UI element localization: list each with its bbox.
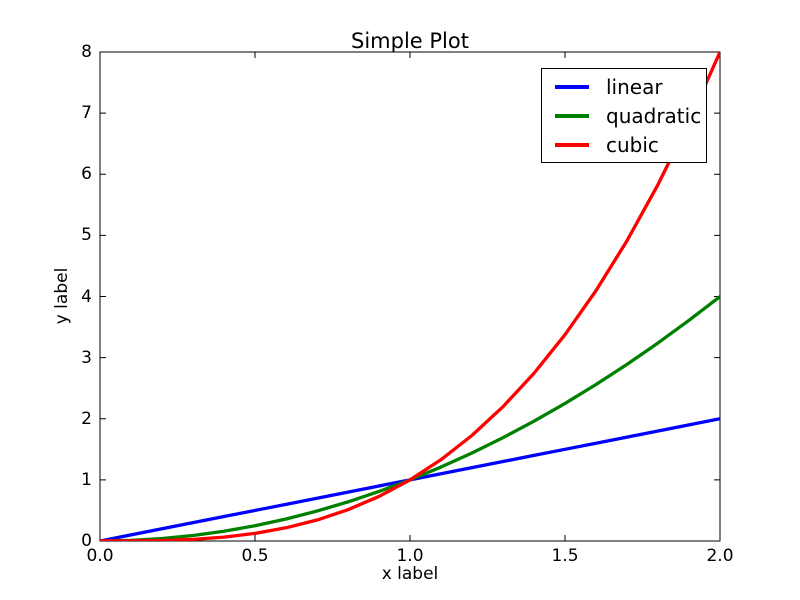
- y-axis-label: y label: [52, 267, 72, 325]
- x-tick-label: 2.0: [706, 546, 734, 566]
- y-tick-label: 5: [81, 225, 92, 246]
- series-line-cubic: [100, 52, 720, 541]
- legend-item-quadratic: quadratic: [555, 106, 706, 126]
- legend-swatch-cubic: [555, 142, 589, 147]
- legend-item-linear: linear: [555, 77, 706, 97]
- y-tick-label: 1: [81, 469, 92, 490]
- y-tick-label: 4: [81, 286, 92, 307]
- y-tick-label: 0: [81, 531, 92, 551]
- legend-swatch-linear: [555, 84, 589, 89]
- legend-item-cubic: cubic: [555, 135, 706, 155]
- legend: linear quadratic cubic: [541, 68, 707, 163]
- y-tick-label: 6: [81, 164, 92, 185]
- legend-label-quadratic: quadratic: [606, 103, 702, 128]
- legend-label-cubic: cubic: [606, 132, 659, 157]
- y-tick-label: 7: [81, 103, 92, 124]
- chart-title: Simple Plot: [351, 29, 469, 53]
- x-tick-label: 1.5: [551, 546, 579, 566]
- x-tick-label: 0.5: [241, 546, 269, 566]
- legend-label-linear: linear: [606, 74, 663, 99]
- y-tick-label: 3: [81, 347, 92, 368]
- x-tick-label: 1.0: [396, 546, 424, 566]
- legend-swatch-quadratic: [555, 113, 589, 118]
- y-tick-label: 8: [81, 42, 92, 62]
- x-axis-label: x label: [381, 564, 439, 584]
- tick-marks: [99, 51, 721, 542]
- y-tick-label: 2: [81, 408, 92, 429]
- x-tick-label: 0.0: [86, 546, 114, 566]
- series-line-quadratic: [100, 295, 720, 541]
